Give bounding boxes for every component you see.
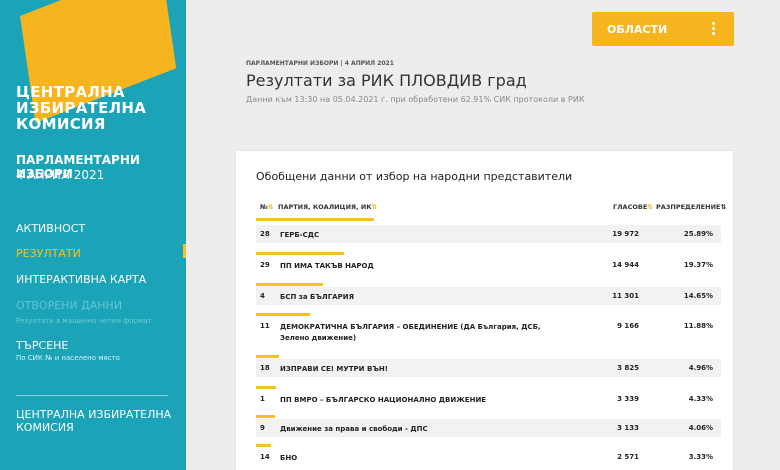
col-distribution[interactable]: РАЗПРЕДЕЛЕНИЕ⇅ [656, 203, 726, 211]
share-value: 14.65% [683, 292, 713, 300]
table-row[interactable]: 18 ИЗПРАВИ СЕ! МУТРИ ВЪН! 3 825 4.96% [256, 355, 721, 377]
col-party[interactable]: ПАРТИЯ, КОАЛИЦИЯ, ИК⇅ [278, 203, 377, 211]
share-bar [256, 444, 271, 447]
sort-icon: ⇅ [371, 203, 377, 211]
party-name: БСП за БЪЛГАРИЯ [280, 293, 354, 301]
cik-logo[interactable]: ЦЕНТРАЛНА ИЗБИРАТЕЛНА КОМИСИЯ [16, 84, 146, 132]
sort-desc-icon: ⇅ [720, 203, 726, 211]
votes-value: 3 339 [617, 395, 639, 403]
nav-results[interactable]: РЕЗУЛТАТИ [16, 247, 81, 260]
more-vertical-icon[interactable] [712, 22, 716, 35]
party-number: 14 [260, 453, 270, 461]
sidebar: ЦЕНТРАЛНА ИЗБИРАТЕЛНА КОМИСИЯ ПАРЛАМЕНТА… [0, 0, 186, 470]
election-title: ПАРЛАМЕНТАРНИ ИЗБОРИ [16, 153, 140, 181]
share-bar [256, 283, 323, 286]
breadcrumb: ПАРЛАМЕНТАРНИ ИЗБОРИ | 4 АПРИЛ 2021 [246, 60, 394, 67]
page-subtitle: Данни към 13:30 на 05.04.2021 г. при обр… [246, 95, 585, 104]
share-value: 19.37% [683, 261, 713, 269]
party-number: 18 [260, 364, 270, 372]
share-value: 4.06% [688, 424, 713, 432]
active-nav-marker [183, 244, 186, 258]
party-number: 28 [260, 230, 270, 238]
nav-interactive-map[interactable]: ИНТЕРАКТИВНА КАРТА [16, 273, 147, 286]
col-votes[interactable]: ГЛАСОВЕ⇅ [613, 203, 653, 211]
table-header: №⇅ ПАРТИЯ, КОАЛИЦИЯ, ИК⇅ ГЛАСОВЕ⇅ РАЗПРЕ… [256, 200, 726, 214]
share-bar [256, 415, 275, 418]
share-value: 4.33% [688, 395, 713, 403]
table-row[interactable]: 9 Движение за права и свободи - ДПС 3 133 4… [256, 415, 721, 437]
regions-button-label: ОБЛАСТИ [607, 22, 668, 36]
header-accent-line [256, 218, 374, 221]
share-value: 25.89% [683, 230, 713, 238]
table-row[interactable]: 14 БНО 2 571 3.33% [256, 444, 721, 466]
page-title: Резултати за РИК ПЛОВДИВ град [246, 71, 527, 90]
sort-icon: ⇅ [647, 203, 653, 211]
regions-button[interactable]: ОБЛАСТИ [592, 12, 734, 46]
party-name: ПП ВМРО – БЪЛГАРСКО НАЦИОНАЛНО ДВИЖЕНИЕ [280, 396, 487, 404]
party-name: БНО [280, 454, 298, 462]
share-value: 11.88% [683, 322, 713, 330]
votes-value: 14 944 [612, 261, 639, 269]
sort-icon: ⇅ [267, 203, 274, 211]
sidebar-divider [16, 395, 168, 396]
share-bar [256, 313, 310, 316]
party-number: 4 [260, 292, 265, 300]
votes-value: 11 301 [612, 292, 639, 300]
party-name: ГЕРБ-СДС [280, 231, 320, 239]
party-name: ИЗПРАВИ СЕ! МУТРИ ВЪН! [280, 365, 388, 373]
share-value: 4.96% [688, 364, 713, 372]
table-row[interactable]: 4 БСП за БЪЛГАРИЯ 11 301 14.65% [256, 283, 721, 305]
votes-value: 19 972 [612, 230, 639, 238]
footer-line: КОМИСИЯ [16, 421, 74, 434]
nav-activity[interactable]: АКТИВНОСТ [16, 222, 86, 235]
party-name: ДЕМОКРАТИЧНА БЪЛГАРИЯ – ОБЕДИНЕНИЕ (ДА Б… [280, 323, 541, 342]
nav-search-sub: По СИК № и населено място [16, 354, 120, 362]
party-number: 9 [260, 424, 265, 432]
results-heading: Обобщени данни от избор на народни предс… [256, 170, 573, 183]
nav-open-data-sub: Резултати в машинно четим формат [16, 317, 152, 325]
logo-line: КОМИСИЯ [16, 115, 106, 133]
election-date: 4 АПРИЛ 2021 [16, 168, 105, 182]
col-number[interactable]: №⇅ [260, 203, 274, 211]
results-card: Обобщени данни от избор на народни предс… [236, 151, 733, 470]
votes-value: 3 133 [617, 424, 639, 432]
votes-value: 9 166 [617, 322, 639, 330]
party-number: 1 [260, 395, 265, 403]
table-row[interactable]: 11 ДЕМОКРАТИЧНА БЪЛГАРИЯ – ОБЕДИНЕНИЕ (ДА… [256, 313, 721, 347]
logo-line: ИЗБИРАТЕЛНА [16, 99, 147, 117]
nav-search[interactable]: ТЪРСЕНЕ [16, 339, 69, 352]
votes-value: 2 571 [617, 453, 639, 461]
party-number: 11 [260, 322, 270, 330]
share-bar [256, 252, 344, 255]
table-row[interactable]: 28 ГЕРБ-СДС 19 972 25.89% [256, 225, 721, 243]
party-name: ПП ИМА ТАКЪВ НАРОД [280, 262, 374, 270]
votes-value: 3 825 [617, 364, 639, 372]
share-value: 3.33% [688, 453, 713, 461]
table-row[interactable]: 1 ПП ВМРО – БЪЛГАРСКО НАЦИОНАЛНО ДВИЖЕНИЕ… [256, 386, 721, 408]
share-bar [256, 386, 276, 389]
nav-open-data[interactable]: ОТВОРЕНИ ДАННИ [16, 299, 123, 312]
logo-line: ЦЕНТРАЛНА [16, 83, 125, 101]
table-row[interactable]: 29 ПП ИМА ТАКЪВ НАРОД 14 944 19.37% [256, 252, 721, 274]
party-name: Движение за права и свободи - ДПС [280, 425, 428, 433]
footer-line: ЦЕНТРАЛНА ИЗБИРАТЕЛНА [16, 408, 172, 421]
nav-cik-footer[interactable]: ЦЕНТРАЛНА ИЗБИРАТЕЛНА КОМИСИЯ [16, 408, 181, 434]
party-number: 29 [260, 261, 270, 269]
share-bar [256, 355, 279, 358]
